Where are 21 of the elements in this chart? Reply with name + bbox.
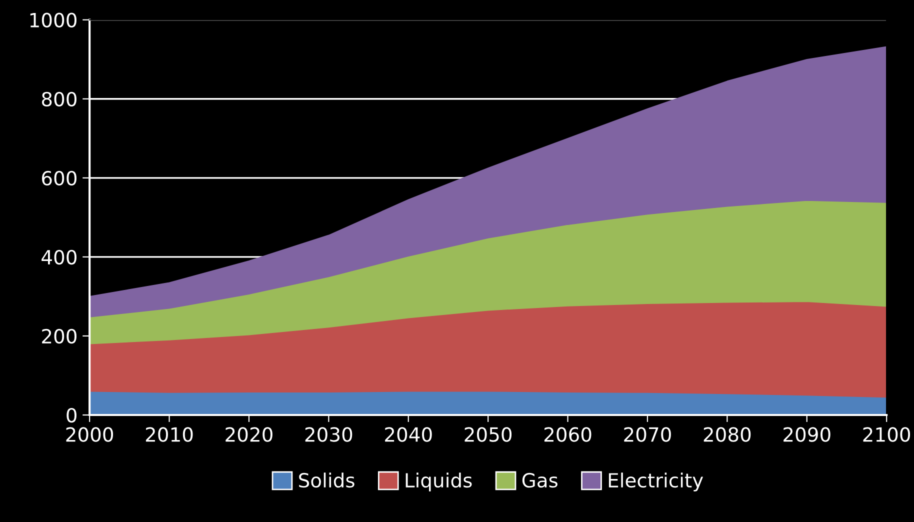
x-tick-label: 2050 xyxy=(464,427,512,442)
x-tick-label: 2000 xyxy=(66,427,114,442)
x-tick-label: 2100 xyxy=(863,427,910,442)
x-tick-label: 2080 xyxy=(704,427,751,442)
x-tick-label: 2090 xyxy=(784,427,830,442)
x-tick-label: 2060 xyxy=(544,427,592,442)
legend-label: Electricity xyxy=(608,472,704,492)
y-tick-label: 600 xyxy=(42,170,76,186)
legend-label: Liquids xyxy=(406,472,472,492)
x-tick-label: 2040 xyxy=(385,427,432,442)
y-tick-label: 200 xyxy=(42,328,76,344)
y-tick-label: 0 xyxy=(66,408,76,423)
x-tick-label: 2070 xyxy=(624,427,671,442)
y-tick-label: 1000 xyxy=(30,12,76,28)
x-tick-label: 2030 xyxy=(305,427,352,442)
legend-label: Solids xyxy=(299,472,354,488)
x-tick-label: 2020 xyxy=(226,427,272,442)
y-tick-label: 400 xyxy=(42,250,76,265)
x-tick-label: 2010 xyxy=(146,427,193,442)
y-tick-label: 800 xyxy=(42,92,76,107)
legend-label: Gas xyxy=(522,472,558,488)
